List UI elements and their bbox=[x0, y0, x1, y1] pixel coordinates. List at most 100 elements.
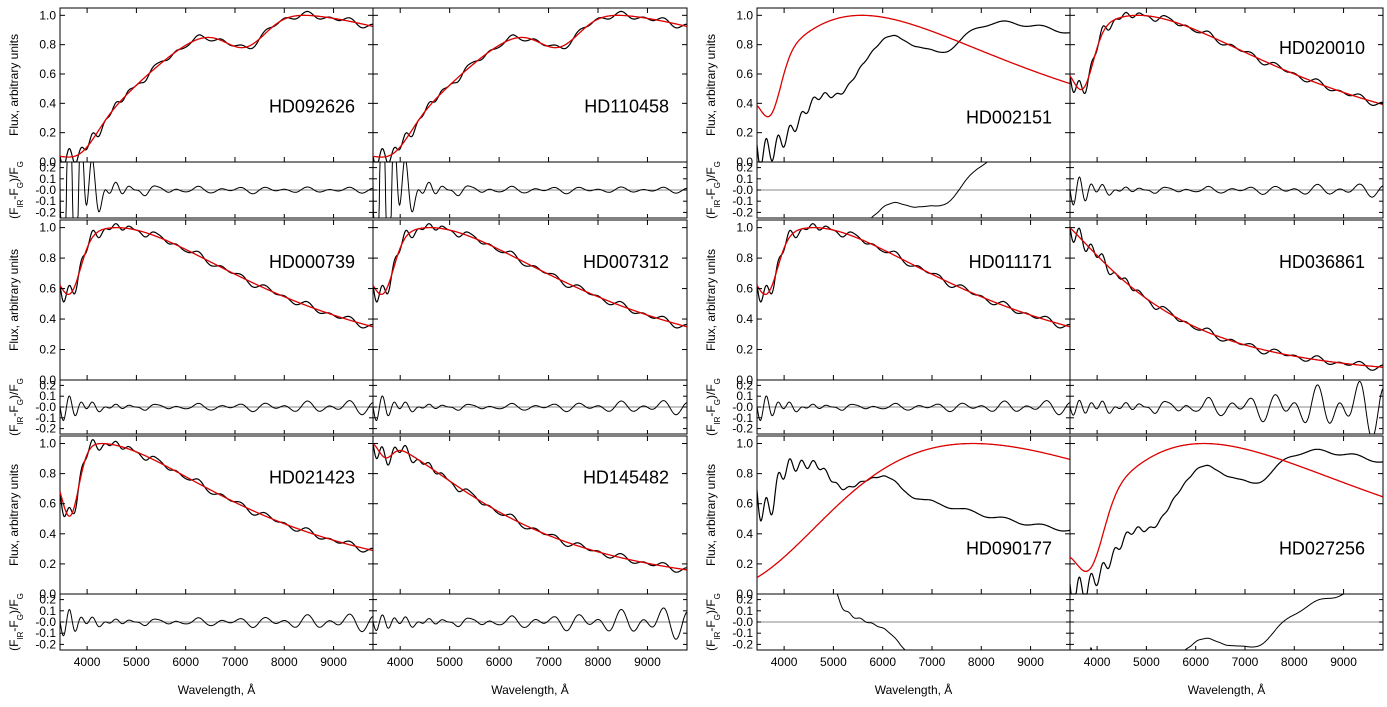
flux-tick-label: 0.2 bbox=[736, 126, 753, 140]
flux-frame-HD002151 bbox=[756, 7, 1071, 163]
flux-frame-HD007312 bbox=[372, 219, 688, 381]
flux-frame-HD021423 bbox=[59, 435, 374, 595]
resid-tick-label: 0.1 bbox=[39, 604, 56, 618]
resid-axis-part: )/F bbox=[704, 599, 718, 614]
resid-tick-label: -0.0 bbox=[732, 183, 753, 197]
x-tick-label: 8000 bbox=[1281, 655, 1308, 669]
flux-tick-label: 0.4 bbox=[39, 96, 56, 110]
flux-tick-label: 0.8 bbox=[736, 467, 753, 481]
resid-tick-label: -0.0 bbox=[35, 615, 56, 629]
resid-axis-subscript: G bbox=[16, 378, 25, 384]
flux-frame-HD110458 bbox=[372, 7, 688, 163]
flux-tick-label: 0.0 bbox=[736, 373, 753, 387]
resid-axis-subscript: G bbox=[16, 161, 25, 167]
observed-spectrum-HD036861 bbox=[1069, 226, 1383, 371]
x-tick-label: 7000 bbox=[222, 655, 249, 669]
flux-frame-HD020010 bbox=[1069, 7, 1384, 163]
x-axis-label: Wavelength, Å bbox=[875, 682, 953, 697]
resid-tick-label: 0.1 bbox=[39, 172, 56, 186]
star-label-HD036861: HD036861 bbox=[1279, 252, 1365, 272]
flux-tick-label: 0.2 bbox=[39, 343, 56, 357]
resid-tick-label: -0.0 bbox=[35, 183, 56, 197]
resid-tick-label: 0.2 bbox=[736, 378, 753, 392]
x-axis-label: Wavelength, Å bbox=[178, 682, 256, 697]
resid-tick-label: -0.1 bbox=[35, 411, 56, 425]
flux-tick-label: 0.6 bbox=[736, 497, 753, 511]
resid-tick-label: -0.0 bbox=[732, 615, 753, 629]
x-tick-label: 5000 bbox=[123, 655, 150, 669]
flux-axis-label: Flux, arbitrary units bbox=[7, 464, 21, 566]
resid-tick-label: -0.1 bbox=[732, 626, 753, 640]
star-label-HD090177: HD090177 bbox=[966, 539, 1052, 559]
observed-spectrum-HD110458 bbox=[372, 10, 687, 163]
flux-tick-label: 0.0 bbox=[39, 373, 56, 387]
resid-axis-part: )/F bbox=[7, 599, 21, 614]
residual-curve-HD000739 bbox=[59, 395, 373, 421]
model-spectrum-HD000739 bbox=[59, 226, 373, 328]
flux-frame-HD036861 bbox=[1069, 219, 1384, 381]
x-tick-label: 4000 bbox=[387, 655, 414, 669]
flux-tick-label: 0.6 bbox=[736, 282, 753, 296]
resid-axis-subscript: IR bbox=[16, 416, 25, 424]
model-spectrum-HD145482 bbox=[372, 443, 687, 571]
resid-axis-part: (F bbox=[704, 640, 718, 651]
resid-tick-label: -0.1 bbox=[732, 411, 753, 425]
x-tick-label: 6000 bbox=[1182, 655, 1209, 669]
resid-axis-subscript: G bbox=[16, 593, 25, 599]
x-tick-label: 5000 bbox=[1133, 655, 1160, 669]
resid-axis-subscript: IR bbox=[16, 199, 25, 207]
x-tick-label: 7000 bbox=[535, 655, 562, 669]
model-spectrum-HD092626 bbox=[60, 14, 373, 158]
x-tick-label: 7000 bbox=[919, 655, 946, 669]
resid-tick-label: -0.2 bbox=[732, 637, 753, 651]
x-tick-label: 6000 bbox=[869, 655, 896, 669]
resid-tick-label: -0.1 bbox=[732, 194, 753, 208]
flux-tick-label: 0.8 bbox=[39, 251, 56, 265]
observed-spectrum-HD090177 bbox=[756, 458, 1070, 532]
star-label-HD000739: HD000739 bbox=[269, 252, 355, 272]
x-tick-label: 4000 bbox=[1084, 655, 1111, 669]
resid-axis-subscript: IR bbox=[713, 631, 722, 639]
x-tick-label: 6000 bbox=[172, 655, 199, 669]
resid-axis-part: )/F bbox=[704, 384, 718, 399]
x-tick-label: 5000 bbox=[436, 655, 463, 669]
residual-curve-HD020010 bbox=[1069, 176, 1383, 206]
flux-tick-label: 0.2 bbox=[736, 343, 753, 357]
star-label-HD002151: HD002151 bbox=[966, 108, 1052, 128]
model-spectrum-HD021423 bbox=[59, 442, 373, 552]
star-label-HD027256: HD027256 bbox=[1279, 539, 1365, 559]
flux-tick-label: 0.4 bbox=[736, 96, 753, 110]
flux-tick-label: 0.6 bbox=[39, 497, 56, 511]
resid-tick-label: -0.2 bbox=[35, 422, 56, 436]
flux-tick-label: 0.6 bbox=[39, 67, 56, 81]
observed-spectrum-HD020010 bbox=[1069, 11, 1383, 106]
observed-spectrum-HD027256 bbox=[1069, 448, 1383, 595]
resid-tick-label: 0.1 bbox=[39, 389, 56, 403]
flux-axis-label: Flux, arbitrary units bbox=[7, 34, 21, 136]
resid-axis-label: (FIR-FG)/FG bbox=[7, 161, 25, 219]
resid-axis-subscript: G bbox=[713, 399, 722, 405]
star-label-HD145482: HD145482 bbox=[583, 467, 669, 487]
flux-axis-label: Flux, arbitrary units bbox=[704, 464, 718, 566]
flux-tick-label: 1.0 bbox=[39, 437, 56, 451]
x-tick-label: 9000 bbox=[1017, 655, 1044, 669]
flux-tick-label: 0.4 bbox=[736, 312, 753, 326]
flux-tick-label: 0.4 bbox=[39, 527, 56, 541]
resid-axis-part: -F bbox=[704, 620, 718, 631]
resid-tick-label: -0.2 bbox=[35, 637, 56, 651]
x-axis-label: Wavelength, Å bbox=[491, 682, 569, 697]
flux-tick-label: 0.2 bbox=[39, 126, 56, 140]
model-spectrum-HD027256 bbox=[1069, 442, 1383, 572]
residual-curve-HD002151 bbox=[757, 161, 1070, 219]
flux-frame-HD090177 bbox=[756, 435, 1071, 595]
resid-axis-subscript: G bbox=[713, 593, 722, 599]
resid-axis-part: )/F bbox=[7, 167, 21, 182]
star-label-HD110458: HD110458 bbox=[584, 97, 669, 117]
resid-axis-subscript: IR bbox=[713, 416, 722, 424]
flux-tick-label: 0.2 bbox=[39, 557, 56, 571]
resid-axis-subscript: IR bbox=[713, 199, 722, 207]
flux-axis-label: Flux, arbitrary units bbox=[704, 34, 718, 136]
resid-tick-label: -0.0 bbox=[35, 400, 56, 414]
residual-curve-HD021423 bbox=[59, 609, 373, 637]
resid-tick-label: 0.2 bbox=[736, 161, 753, 175]
